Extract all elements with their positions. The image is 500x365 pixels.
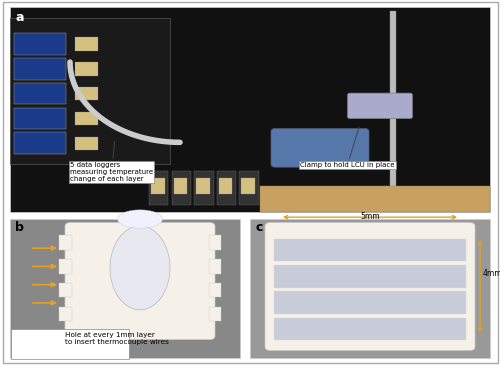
FancyBboxPatch shape [74,87,98,100]
FancyBboxPatch shape [239,171,258,205]
FancyBboxPatch shape [274,291,466,314]
Bar [208,307,221,321]
FancyBboxPatch shape [265,223,475,350]
FancyBboxPatch shape [216,171,236,205]
FancyBboxPatch shape [10,219,240,358]
Bar [390,11,396,208]
Ellipse shape [118,210,162,228]
Bar [208,259,221,274]
FancyBboxPatch shape [74,62,98,76]
Text: 5 data loggers
measuring temperature
change of each layer: 5 data loggers measuring temperature cha… [70,142,153,182]
FancyBboxPatch shape [149,171,169,205]
Ellipse shape [110,226,170,310]
Text: a: a [15,11,24,24]
Bar [208,283,221,297]
FancyBboxPatch shape [241,178,254,194]
Bar [260,186,490,212]
Bar [59,283,72,297]
FancyBboxPatch shape [11,329,129,359]
FancyBboxPatch shape [348,93,412,119]
FancyBboxPatch shape [14,33,66,55]
Text: c: c [255,221,262,234]
Bar [59,307,72,321]
FancyBboxPatch shape [274,318,466,340]
FancyBboxPatch shape [74,112,98,125]
FancyBboxPatch shape [218,178,232,194]
FancyBboxPatch shape [14,108,66,129]
Bar [208,235,221,250]
FancyBboxPatch shape [74,37,98,51]
Bar [59,259,72,274]
FancyBboxPatch shape [14,58,66,80]
Text: b: b [15,221,24,234]
Text: 4mm: 4mm [482,269,500,278]
FancyBboxPatch shape [274,239,466,261]
FancyBboxPatch shape [10,18,170,164]
FancyBboxPatch shape [10,7,490,212]
Bar [59,235,72,250]
Text: Hole at every 1mm layer
to insert thermocouple wires: Hole at every 1mm layer to insert thermo… [65,332,169,345]
Text: Clamp to hold LCU in place: Clamp to hold LCU in place [300,127,394,168]
FancyBboxPatch shape [274,265,466,288]
FancyBboxPatch shape [196,178,209,194]
Text: 5mm: 5mm [360,212,380,221]
FancyBboxPatch shape [194,171,214,205]
FancyBboxPatch shape [172,171,191,205]
FancyBboxPatch shape [65,223,215,339]
FancyBboxPatch shape [74,137,98,150]
FancyBboxPatch shape [250,219,490,358]
FancyBboxPatch shape [151,178,164,194]
FancyBboxPatch shape [14,132,66,154]
FancyBboxPatch shape [174,178,187,194]
FancyBboxPatch shape [271,128,369,167]
FancyBboxPatch shape [14,83,66,104]
